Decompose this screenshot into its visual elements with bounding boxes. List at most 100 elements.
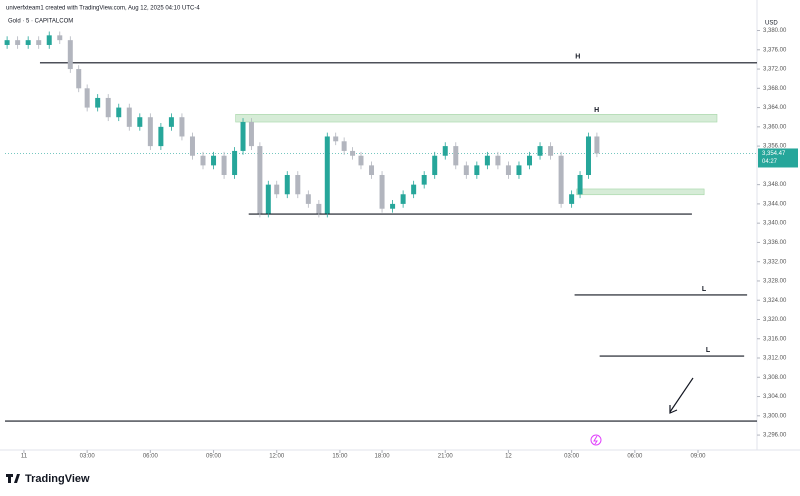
y-tick-label: 3,328.00 [763, 279, 787, 285]
candle-body [274, 184, 280, 195]
candle-body [341, 141, 347, 151]
candle-body [594, 136, 600, 154]
candle-body [516, 165, 522, 176]
candle-body [463, 165, 469, 176]
candle-body [248, 122, 254, 147]
candle-body [25, 40, 31, 45]
candle-body [76, 69, 82, 89]
x-tick-label: 03:00 [80, 454, 96, 460]
x-tick-label: 15:00 [332, 454, 348, 460]
candle-body [211, 155, 217, 166]
candle-body [390, 203, 396, 209]
y-tick-label: 3,344.00 [763, 201, 787, 207]
last-price-label: 3,354.47 [762, 151, 786, 157]
candle-body [265, 184, 271, 214]
candle-body [474, 165, 480, 176]
y-tick-label: 3,332.00 [763, 259, 787, 265]
candle-body [284, 175, 290, 195]
candle-body [495, 155, 501, 166]
candle-body [537, 146, 543, 156]
candle-body [36, 40, 42, 45]
level-label: H [575, 54, 580, 61]
zone [235, 114, 718, 123]
y-tick-label: 3,376.00 [763, 47, 787, 53]
candle-body [4, 40, 10, 45]
candle-body [179, 117, 185, 137]
y-tick-label: 3,296.00 [763, 433, 787, 439]
candle-body [442, 146, 448, 156]
candle-body [379, 175, 385, 209]
brand: TradingView [25, 473, 90, 485]
x-tick-label: 11 [21, 454, 28, 460]
candle-body [358, 155, 364, 166]
x-tick-label: 06:00 [143, 454, 159, 460]
x-tick-label: 09:00 [206, 454, 222, 460]
candle-body [84, 88, 90, 108]
y-tick-label: 3,356.00 [763, 144, 787, 150]
x-tick-label: 09:00 [691, 454, 707, 460]
x-tick-label: 12 [505, 454, 512, 460]
candle-body [577, 175, 583, 195]
candle-body [350, 150, 356, 156]
candle-body [189, 136, 195, 156]
candle-body [333, 136, 339, 142]
y-tick-label: 3,308.00 [763, 375, 787, 381]
y-tick-label: 3,372.00 [763, 67, 787, 73]
arrow [669, 377, 694, 414]
candle-body [257, 146, 263, 214]
candle-body [95, 97, 101, 108]
candle-body [400, 194, 406, 204]
candle-body [57, 35, 63, 41]
candle-body [158, 126, 164, 147]
last-price-tag [758, 148, 798, 168]
candle-body [505, 165, 511, 176]
candle-body [369, 165, 375, 176]
y-tick-label: 3,380.00 [763, 28, 787, 34]
y-tick-label: 3,300.00 [763, 413, 787, 419]
candle-body [421, 175, 427, 185]
level-label: L [702, 286, 707, 293]
event-icon [590, 434, 602, 446]
x-tick-label: 12:00 [269, 454, 285, 460]
x-tick-label: 18:00 [375, 454, 391, 460]
candle-body [67, 40, 73, 70]
candle-body [324, 136, 330, 214]
candle-body [240, 122, 246, 151]
countdown: 04:27 [762, 159, 778, 165]
candle-body [116, 107, 122, 118]
x-tick-label: 21:00 [438, 454, 454, 460]
y-tick-label: 3,364.00 [763, 105, 787, 111]
candle-body [126, 107, 132, 127]
candle-body [305, 194, 311, 204]
candle-body [295, 175, 301, 195]
candle-body [200, 155, 206, 166]
y-tick-label: 3,316.00 [763, 336, 787, 342]
candle-body [585, 136, 591, 176]
candle-body [137, 117, 143, 127]
y-tick-label: 3,336.00 [763, 240, 787, 246]
y-tick-label: 3,320.00 [763, 317, 787, 323]
candle-body [453, 146, 459, 166]
y-tick-label: 3,348.00 [763, 182, 787, 188]
candle-body [15, 40, 21, 45]
symbol-title: Gold · 5 · CAPITALCOM [8, 19, 73, 25]
candle-body [411, 184, 417, 195]
x-tick-label: 06:00 [627, 454, 643, 460]
candle-body [484, 155, 490, 166]
candle-body [569, 194, 575, 204]
candle-body [46, 35, 52, 45]
candle-body [168, 117, 174, 127]
y-tick-label: 3,360.00 [763, 124, 787, 130]
candle-body [527, 155, 533, 166]
candle-body [105, 97, 111, 118]
candle-body [548, 146, 554, 156]
y-tick-label: 3,324.00 [763, 298, 787, 304]
candle-body [316, 203, 322, 214]
candle-body [147, 117, 153, 147]
y-tick-label: 3,340.00 [763, 221, 787, 227]
currency: USD [765, 21, 778, 27]
x-tick-label: 03:00 [564, 454, 580, 460]
candle-body [432, 155, 438, 176]
